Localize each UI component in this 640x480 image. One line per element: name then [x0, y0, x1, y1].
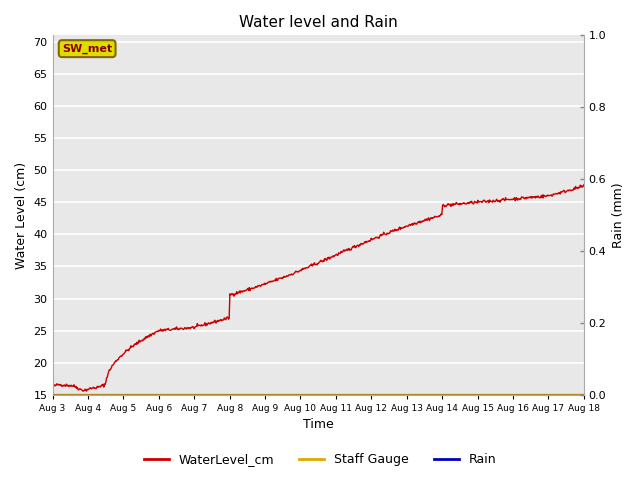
WaterLevel_cm [256, 283, 264, 288]
WaterLevel_cm [112, 358, 120, 364]
Staff Gauge [373, 391, 381, 396]
Rain [209, 392, 216, 398]
Rain [580, 392, 588, 398]
WaterLevel_cm [403, 223, 411, 229]
Rain [111, 392, 119, 398]
WaterLevel_cm [209, 319, 217, 325]
Legend: WaterLevel_cm, Staff Gauge, Rain: WaterLevel_cm, Staff Gauge, Rain [138, 448, 502, 471]
Staff Gauge [49, 391, 56, 396]
Rain [373, 392, 381, 398]
WaterLevel_cm [374, 235, 381, 240]
Staff Gauge [580, 391, 588, 396]
Rain [255, 392, 263, 398]
Text: SW_met: SW_met [62, 44, 112, 54]
Rain [235, 392, 243, 398]
X-axis label: Time: Time [303, 419, 333, 432]
WaterLevel_cm [580, 182, 588, 188]
Rain [403, 392, 410, 398]
WaterLevel_cm [236, 288, 243, 294]
Staff Gauge [209, 391, 216, 396]
WaterLevel_cm [49, 384, 56, 390]
Staff Gauge [403, 391, 410, 396]
Y-axis label: Water Level (cm): Water Level (cm) [15, 161, 28, 269]
Line: WaterLevel_cm: WaterLevel_cm [52, 185, 584, 391]
Title: Water level and Rain: Water level and Rain [239, 15, 397, 30]
Y-axis label: Rain (mm): Rain (mm) [612, 182, 625, 248]
Staff Gauge [235, 391, 243, 396]
WaterLevel_cm [79, 388, 87, 394]
Rain [49, 392, 56, 398]
Staff Gauge [255, 391, 263, 396]
Staff Gauge [111, 391, 119, 396]
